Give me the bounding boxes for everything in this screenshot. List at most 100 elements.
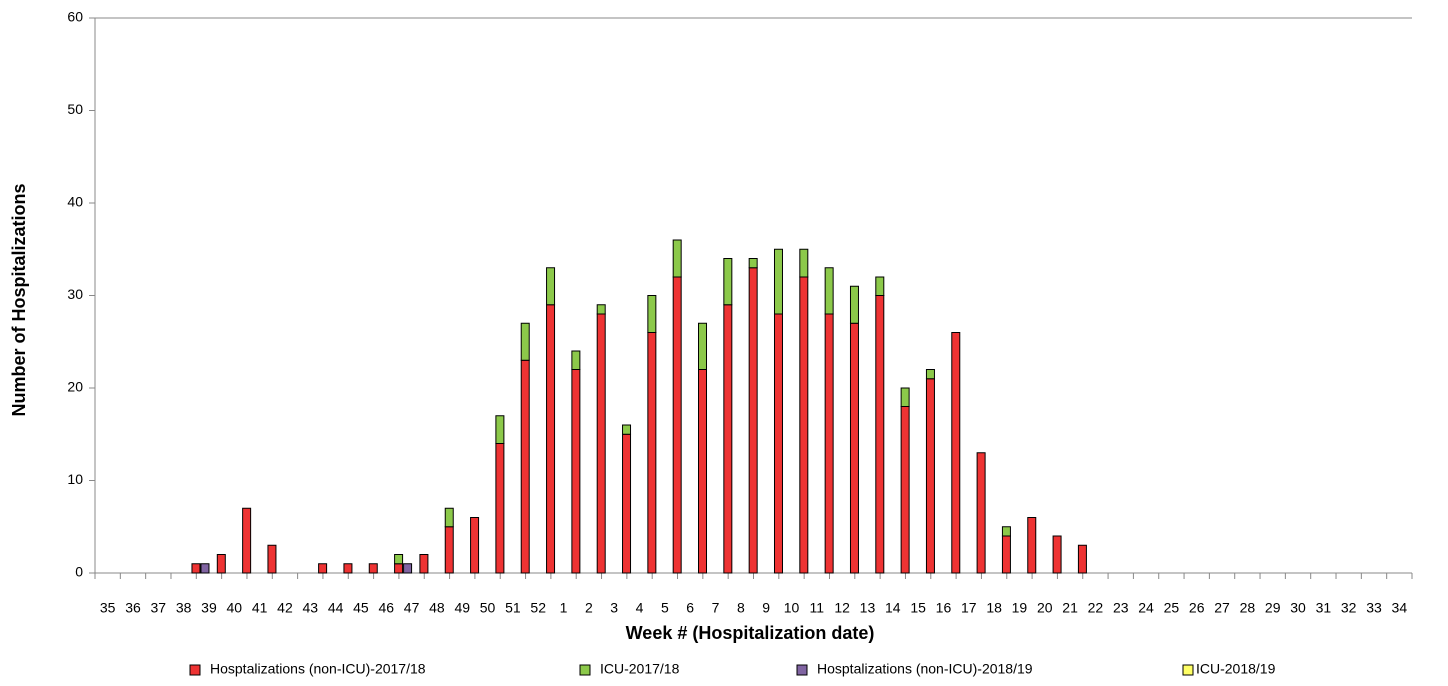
x-tick-label: 39 xyxy=(201,600,217,616)
bar xyxy=(849,285,859,324)
x-tick-label: 17 xyxy=(961,600,977,616)
bar xyxy=(444,507,454,528)
bar xyxy=(900,406,910,574)
bar xyxy=(723,258,733,306)
bar xyxy=(596,304,606,315)
bar xyxy=(495,415,505,444)
bar xyxy=(698,322,708,370)
x-tick-label: 50 xyxy=(480,600,496,616)
legend-marker xyxy=(189,664,201,676)
bar xyxy=(925,369,935,380)
x-tick-label: 1 xyxy=(560,600,568,616)
x-tick-label: 24 xyxy=(1138,600,1154,616)
x-tick-label: 38 xyxy=(176,600,192,616)
bar xyxy=(824,267,834,315)
bar xyxy=(875,276,885,296)
bar xyxy=(672,239,682,278)
legend-label: Hosptalizations (non-ICU)-2017/18 xyxy=(210,661,426,677)
x-tick-label: 43 xyxy=(302,600,318,616)
bar xyxy=(900,387,910,407)
legend-label: ICU-2018/19 xyxy=(1196,661,1276,677)
x-tick-label: 41 xyxy=(252,600,268,616)
bar xyxy=(216,554,226,574)
bar xyxy=(267,544,277,574)
x-tick-label: 11 xyxy=(810,600,825,616)
x-tick-label: 49 xyxy=(454,600,470,616)
bar xyxy=(875,295,885,574)
bar xyxy=(1052,535,1062,574)
bar xyxy=(343,563,353,574)
x-tick-label: 28 xyxy=(1240,600,1256,616)
x-tick-label: 26 xyxy=(1189,600,1205,616)
bar xyxy=(470,517,480,574)
x-tick-label: 22 xyxy=(1088,600,1104,616)
bar xyxy=(748,267,758,574)
x-tick-label: 40 xyxy=(227,600,243,616)
x-tick-label: 47 xyxy=(404,600,420,616)
bar xyxy=(546,304,556,574)
bar xyxy=(748,258,758,269)
legend-marker xyxy=(1182,664,1194,676)
bar xyxy=(951,332,961,574)
bar xyxy=(799,276,809,574)
x-tick-label: 52 xyxy=(530,600,546,616)
x-tick-label: 14 xyxy=(885,600,901,616)
bar xyxy=(520,359,530,574)
legend-label: ICU-2017/18 xyxy=(600,661,680,677)
x-tick-label: 6 xyxy=(686,600,694,616)
x-tick-label: 2 xyxy=(585,600,593,616)
bar xyxy=(394,563,404,574)
x-tick-label: 21 xyxy=(1062,600,1078,616)
bar xyxy=(495,443,505,574)
bar xyxy=(571,369,581,574)
y-tick-label: 50 xyxy=(67,101,83,117)
x-tick-label: 48 xyxy=(429,600,445,616)
bar xyxy=(571,350,581,370)
x-tick-label: 34 xyxy=(1392,600,1408,616)
bar xyxy=(698,369,708,574)
bar xyxy=(647,295,657,333)
x-tick-label: 10 xyxy=(784,600,800,616)
x-axis-label: Week # (Hospitalization date) xyxy=(626,623,875,643)
bar xyxy=(723,304,733,574)
legend-marker xyxy=(579,664,591,676)
x-tick-label: 33 xyxy=(1366,600,1382,616)
x-tick-label: 16 xyxy=(936,600,952,616)
bar xyxy=(622,424,632,435)
x-tick-label: 7 xyxy=(712,600,720,616)
bar xyxy=(318,563,328,574)
x-tick-label: 29 xyxy=(1265,600,1281,616)
bar xyxy=(191,563,201,574)
bar xyxy=(394,554,404,565)
bar xyxy=(444,526,454,574)
bar xyxy=(419,554,429,574)
bar xyxy=(368,563,378,574)
bar xyxy=(596,313,606,574)
x-tick-label: 3 xyxy=(610,600,618,616)
x-tick-label: 20 xyxy=(1037,600,1053,616)
x-tick-label: 51 xyxy=(505,600,521,616)
x-tick-label: 18 xyxy=(986,600,1002,616)
bar xyxy=(773,313,783,574)
bar xyxy=(403,563,413,574)
x-tick-label: 30 xyxy=(1290,600,1306,616)
y-tick-label: 20 xyxy=(67,379,83,395)
y-tick-label: 10 xyxy=(67,471,83,487)
bar xyxy=(672,276,682,574)
x-tick-label: 31 xyxy=(1316,600,1332,616)
bar xyxy=(849,322,859,574)
x-tick-label: 12 xyxy=(834,600,850,616)
bar xyxy=(1001,526,1011,537)
legend-label: Hosptalizations (non-ICU)-2018/19 xyxy=(817,661,1033,677)
y-tick-label: 0 xyxy=(75,564,83,580)
bar xyxy=(546,267,556,306)
bar xyxy=(773,248,783,315)
y-axis-label: Number of Hospitalizations xyxy=(9,183,29,416)
y-tick-label: 40 xyxy=(67,194,83,210)
bar xyxy=(647,332,657,574)
x-tick-label: 27 xyxy=(1214,600,1230,616)
x-tick-label: 32 xyxy=(1341,600,1357,616)
bar xyxy=(200,563,210,574)
bar xyxy=(1077,544,1087,574)
x-tick-label: 4 xyxy=(636,600,644,616)
